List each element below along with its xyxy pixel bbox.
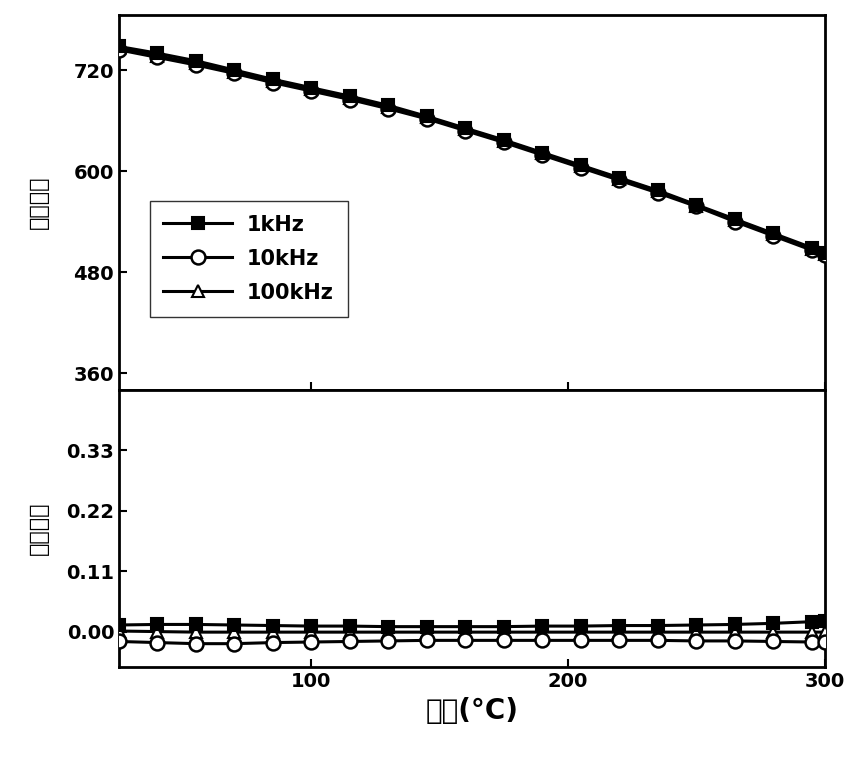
X-axis label: 温度(°C): 温度(°C) [425, 696, 518, 725]
Y-axis label: 介电捯耗: 介电捯耗 [28, 502, 48, 555]
Legend: 1kHz, 10kHz, 100kHz: 1kHz, 10kHz, 100kHz [150, 201, 348, 317]
Y-axis label: 介电常数: 介电常数 [28, 176, 48, 229]
